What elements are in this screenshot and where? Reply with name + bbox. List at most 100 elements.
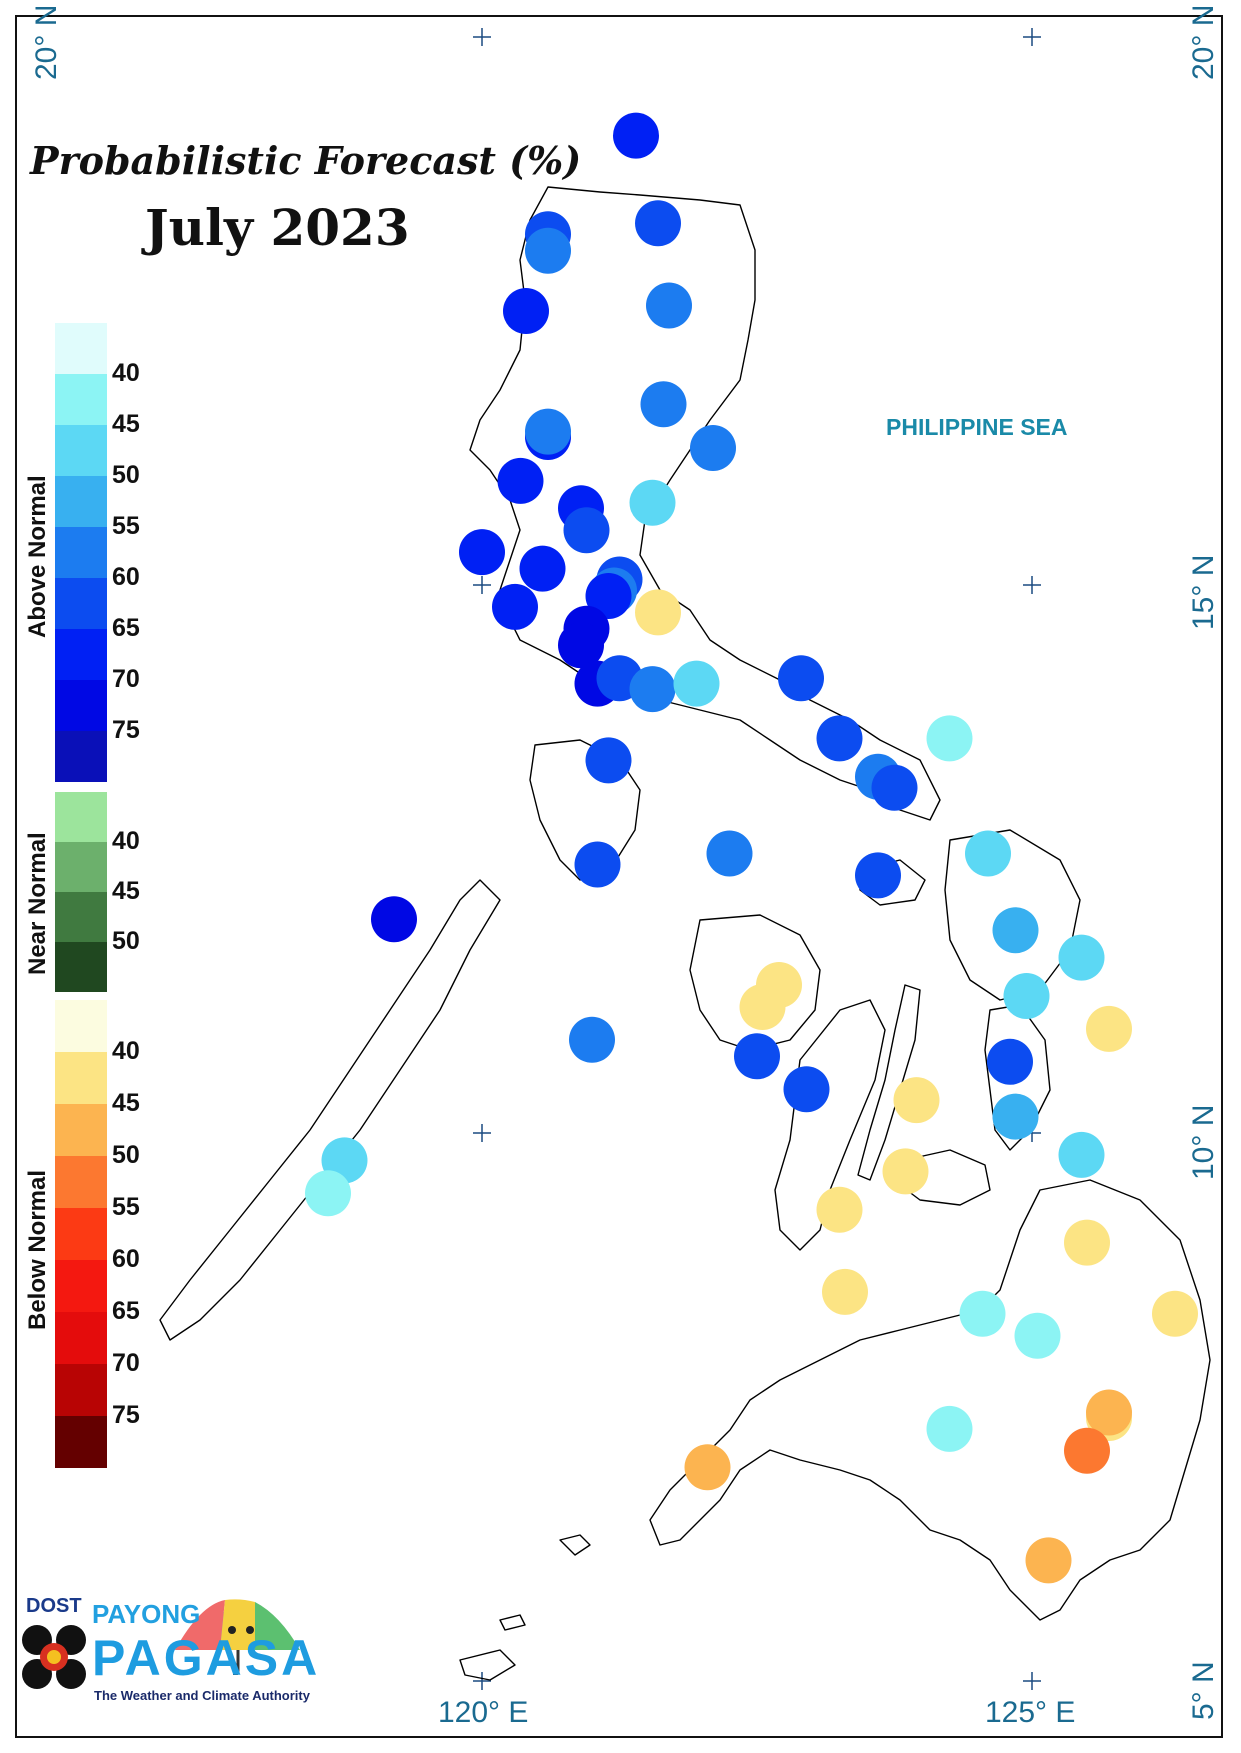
station-marker-9[interactable] [690,425,736,471]
station-marker-29[interactable] [816,715,863,762]
legend-swatch-above-7 [55,680,107,731]
legend-tick-below-55: 55 [112,1193,140,1221]
legend-swatch-above-2 [55,425,107,476]
legend-swatch-above-0 [55,323,107,374]
dost-emblem-icon [22,1625,86,1689]
station-marker-56[interactable] [822,1268,868,1315]
station-marker-53[interactable] [882,1148,929,1195]
station-marker-28[interactable] [585,737,632,784]
station-marker-6[interactable] [640,381,687,428]
station-marker-54[interactable] [816,1186,863,1233]
umbrella-icon [175,1599,300,1675]
station-marker-49[interactable] [992,1093,1039,1140]
station-marker-15[interactable] [519,545,566,592]
legend-swatch-below-0 [55,1000,107,1052]
legend-swatch-near-0 [55,792,107,842]
station-marker-8[interactable] [525,408,571,455]
legend-tick-below-65: 65 [112,1297,140,1325]
station-marker-18[interactable] [585,573,632,619]
legend-color-bars [55,323,107,1468]
station-marker-27[interactable] [778,655,824,702]
logo-tagline: The Weather and Climate Authority [94,1688,310,1703]
grid-crosses [473,28,1041,1690]
station-marker-59[interactable] [1014,1312,1061,1359]
lat-label-10: 10° N [1187,1104,1220,1180]
legend-tick-near-45: 45 [112,877,140,905]
legend-tick-above-55: 55 [112,512,140,540]
station-marker-32[interactable] [871,764,918,811]
station-marker-5[interactable] [646,282,692,329]
station-marker-37[interactable] [371,896,417,943]
station-marker-25[interactable] [629,666,676,713]
legend-tick-below-50: 50 [112,1141,140,1169]
legend-tick-below-75: 75 [112,1401,140,1429]
legend-near-label: Near Normal [24,832,51,975]
legend-swatch-below-7 [55,1364,107,1416]
station-marker-33[interactable] [706,830,753,877]
legend-tick-above-45: 45 [112,410,140,438]
legend-tick-below-60: 60 [112,1245,140,1273]
station-marker-63[interactable] [1064,1427,1110,1474]
station-marker-52[interactable] [305,1170,351,1217]
station-marker-14[interactable] [459,529,505,576]
logo-payong: PAYONG [92,1599,201,1629]
station-marker-47[interactable] [783,1066,830,1113]
station-marker-41[interactable] [739,984,786,1030]
station-marker-45[interactable] [734,1033,780,1080]
station-marker-43[interactable] [1086,1005,1132,1052]
legend-swatch-near-3 [55,942,107,992]
legend-swatch-near-1 [55,842,107,892]
station-marker-3[interactable] [525,227,571,274]
map-frame [15,15,1223,1738]
station-marker-35[interactable] [855,852,901,899]
station-marker-64[interactable] [684,1444,731,1491]
legend-swatch-below-2 [55,1104,107,1156]
legend-swatch-above-4 [55,527,107,578]
legend-swatch-below-8 [55,1416,107,1468]
logo-dost: DOST [26,1595,82,1617]
station-marker-39[interactable] [1058,934,1105,981]
station-marker-26[interactable] [673,660,720,707]
legend-tick-near-50: 50 [112,927,140,955]
station-marker-36[interactable] [965,830,1011,877]
station-marker-19[interactable] [492,583,538,630]
lat-label-5: 5° N [1187,1661,1220,1720]
legend-tick-below-40: 40 [112,1037,140,1065]
station-marker-22[interactable] [558,622,604,669]
station-marker-46[interactable] [987,1038,1033,1085]
legend-tick-below-70: 70 [112,1349,140,1377]
legend-swatch-below-3 [55,1156,107,1208]
station-marker-55[interactable] [1064,1219,1110,1266]
legend-swatch-above-1 [55,374,107,425]
station-marker-13[interactable] [563,507,610,554]
legend-swatch-below-6 [55,1312,107,1364]
legend-swatch-near-2 [55,892,107,942]
station-marker-65[interactable] [1025,1537,1072,1584]
station-markers [305,112,1198,1584]
legend-tick-above-75: 75 [112,716,140,744]
legend-swatch-below-4 [55,1208,107,1260]
legend-tick-below-45: 45 [112,1089,140,1117]
station-marker-58[interactable] [1152,1290,1198,1337]
station-marker-62[interactable] [1086,1389,1132,1436]
lon-label-125: 125° E [985,1696,1076,1729]
station-marker-0[interactable] [613,112,659,159]
station-marker-48[interactable] [893,1077,940,1124]
station-marker-1[interactable] [635,200,681,247]
station-marker-34[interactable] [574,841,621,888]
station-marker-12[interactable] [629,479,676,526]
legend-above-label: Above Normal [24,475,51,638]
station-marker-44[interactable] [569,1016,615,1063]
station-marker-10[interactable] [497,457,544,504]
station-marker-51[interactable] [1058,1131,1105,1178]
legend-below-label: Below Normal [24,1169,51,1330]
station-marker-30[interactable] [926,715,973,762]
station-marker-4[interactable] [503,288,549,334]
station-marker-38[interactable] [992,907,1039,954]
station-marker-60[interactable] [926,1405,973,1452]
station-marker-42[interactable] [1003,973,1050,1019]
legend-swatch-above-5 [55,578,107,629]
station-marker-57[interactable] [959,1290,1006,1337]
station-marker-20[interactable] [635,589,681,636]
